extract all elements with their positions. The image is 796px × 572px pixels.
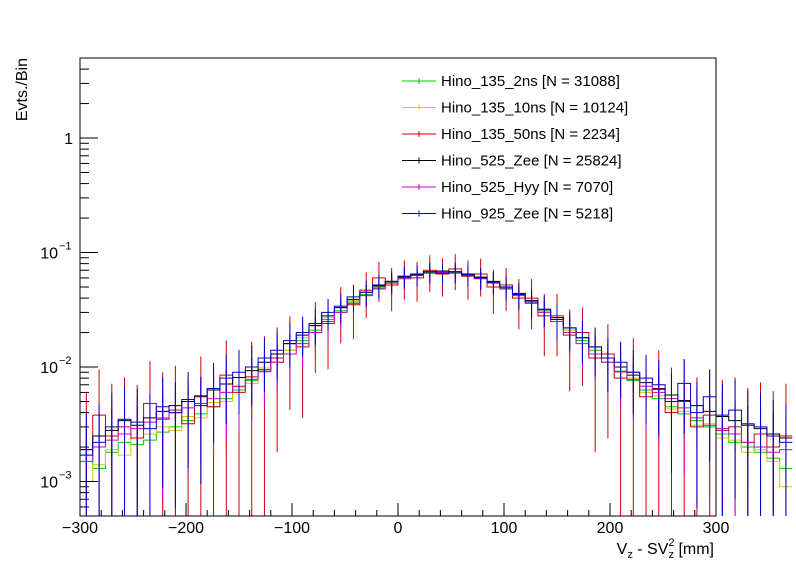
x-tick-label: −200 <box>168 520 204 537</box>
x-tick-label: −100 <box>274 520 310 537</box>
x-axis-label-main: V <box>617 541 628 558</box>
y-tick-label: 1 <box>64 131 73 148</box>
series-layer <box>80 254 793 516</box>
y-tick-label-exponent: −1 <box>59 241 72 253</box>
legend-label: Hino_135_2ns [N = 31088] <box>441 73 620 90</box>
series-6 <box>80 262 793 516</box>
x-axis-label: Vz - SV2 z [mm] <box>617 537 714 561</box>
x-tick-label: −300 <box>62 520 98 537</box>
legend-entry: Hino_135_10ns [N = 10124] <box>402 100 628 117</box>
legend-entry: Hino_135_50ns [N = 2234] <box>402 126 620 143</box>
x-axis-label-sub1: z <box>627 549 633 561</box>
legend-label: Hino_525_Zee [N = 25824] <box>441 153 622 170</box>
x-axis-label-sup: 2 <box>668 537 674 549</box>
x-tick-label: 100 <box>491 520 518 537</box>
legend-entry: Hino_925_Zee [N = 5218] <box>402 206 613 223</box>
axis-ticks <box>79 57 717 517</box>
y-tick-label: 10 <box>40 475 58 492</box>
x-axis-label-unit: [mm] <box>674 541 714 558</box>
legend-label: Hino_525_Hyy [N = 7070] <box>441 179 613 196</box>
x-axis-label-sub2: z <box>669 549 675 561</box>
y-tick-label: 10 <box>40 360 58 377</box>
y-tick-label-exponent: −3 <box>59 470 72 482</box>
y-tick-label-exponent: −2 <box>59 355 72 367</box>
x-tick-label: 0 <box>394 520 403 537</box>
legend-entry: Hino_525_Zee [N = 25824] <box>402 153 622 170</box>
legend-label: Hino_135_10ns [N = 10124] <box>441 100 628 117</box>
legend: Hino_135_2ns [N = 31088] Hino_135_10ns [N… <box>402 73 628 223</box>
x-axis-label-mid: - SV <box>633 541 669 558</box>
x-tick-label: 300 <box>703 520 730 537</box>
y-tick-label: 10 <box>40 246 58 263</box>
legend-entry: Hino_525_Hyy [N = 7070] <box>402 179 613 196</box>
legend-label: Hino_925_Zee [N = 5218] <box>441 206 613 223</box>
legend-entry: Hino_135_2ns [N = 31088] <box>402 73 620 90</box>
y-axis-label: Evts./Bin <box>14 58 31 121</box>
legend-label: Hino_135_50ns [N = 2234] <box>441 126 620 143</box>
x-tick-label: 200 <box>597 520 624 537</box>
